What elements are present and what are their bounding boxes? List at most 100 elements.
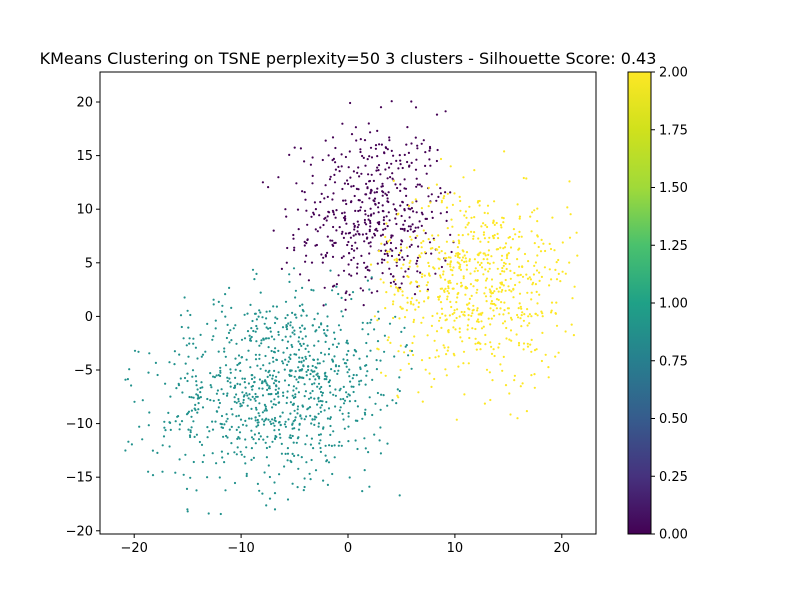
scatter-point-cluster-2 <box>467 314 470 317</box>
scatter-point-cluster-1 <box>348 368 351 371</box>
scatter-point-cluster-1 <box>258 309 261 312</box>
scatter-point-cluster-0 <box>399 159 402 162</box>
scatter-point-cluster-1 <box>235 415 238 418</box>
scatter-point-cluster-1 <box>223 347 226 350</box>
scatter-point-cluster-1 <box>244 438 247 441</box>
scatter-point-cluster-1 <box>249 337 252 340</box>
scatter-point-cluster-2 <box>396 213 399 216</box>
scatter-point-cluster-2 <box>513 379 516 382</box>
scatter-point-cluster-1 <box>361 417 364 420</box>
scatter-point-cluster-0 <box>373 191 376 194</box>
scatter-point-cluster-0 <box>383 243 386 246</box>
scatter-point-cluster-2 <box>483 211 486 214</box>
scatter-point-cluster-2 <box>471 327 474 330</box>
scatter-point-cluster-0 <box>435 113 439 116</box>
scatter-point-cluster-2 <box>536 302 539 305</box>
scatter-point-cluster-2 <box>423 251 427 254</box>
scatter-point-cluster-0 <box>376 187 379 190</box>
scatter-point-cluster-1 <box>243 394 246 397</box>
scatter-point-cluster-2 <box>499 246 502 249</box>
scatter-point-cluster-1 <box>266 435 269 438</box>
scatter-point-cluster-1 <box>307 365 310 368</box>
scatter-point-cluster-2 <box>480 225 483 228</box>
scatter-point-cluster-0 <box>350 258 353 262</box>
scatter-point-cluster-1 <box>341 412 344 415</box>
scatter-point-cluster-1 <box>240 356 243 359</box>
scatter-point-cluster-2 <box>508 262 511 266</box>
scatter-point-cluster-1 <box>391 399 394 402</box>
scatter-point-cluster-1 <box>313 344 316 347</box>
scatter-point-cluster-1 <box>309 392 312 395</box>
scatter-point-cluster-2 <box>472 308 475 311</box>
scatter-point-cluster-1 <box>265 446 268 450</box>
scatter-point-cluster-2 <box>463 314 466 317</box>
scatter-point-cluster-2 <box>466 223 469 226</box>
scatter-point-cluster-1 <box>398 376 401 379</box>
scatter-point-cluster-0 <box>396 186 399 190</box>
scatter-point-cluster-1 <box>332 393 335 396</box>
scatter-point-cluster-1 <box>318 377 321 380</box>
scatter-point-cluster-2 <box>487 253 490 256</box>
scatter-point-cluster-1 <box>345 353 348 356</box>
scatter-point-cluster-2 <box>490 345 493 348</box>
scatter-point-cluster-2 <box>497 298 500 301</box>
scatter-point-cluster-1 <box>273 419 276 422</box>
scatter-point-cluster-1 <box>261 418 264 421</box>
scatter-point-cluster-2 <box>488 267 491 270</box>
scatter-point-cluster-0 <box>285 261 288 264</box>
scatter-point-cluster-1 <box>286 347 289 350</box>
scatter-point-cluster-1 <box>377 310 380 313</box>
scatter-point-cluster-0 <box>367 214 370 217</box>
scatter-point-cluster-1 <box>275 358 278 361</box>
scatter-point-cluster-0 <box>398 154 401 157</box>
scatter-point-cluster-1 <box>223 350 226 353</box>
scatter-point-cluster-0 <box>369 225 372 228</box>
scatter-point-cluster-0 <box>358 199 361 202</box>
scatter-point-cluster-0 <box>357 166 360 169</box>
scatter-point-cluster-1 <box>256 364 259 367</box>
scatter-point-cluster-0 <box>319 200 322 204</box>
scatter-point-cluster-2 <box>380 242 383 245</box>
scatter-point-cluster-2 <box>495 298 499 301</box>
scatter-point-cluster-2 <box>525 273 528 276</box>
scatter-point-cluster-2 <box>475 348 478 351</box>
scatter-point-cluster-1 <box>368 485 371 488</box>
scatter-point-cluster-1 <box>189 429 192 432</box>
scatter-point-cluster-1 <box>226 417 229 420</box>
scatter-point-cluster-2 <box>467 307 470 310</box>
scatter-point-cluster-0 <box>352 170 355 173</box>
scatter-point-cluster-1 <box>247 382 250 385</box>
scatter-point-cluster-0 <box>394 183 397 186</box>
scatter-point-cluster-0 <box>367 122 370 125</box>
scatter-point-cluster-2 <box>446 298 449 301</box>
scatter-point-cluster-1 <box>248 393 251 396</box>
scatter-point-cluster-2 <box>533 386 536 389</box>
scatter-point-cluster-1 <box>330 368 333 371</box>
scatter-point-cluster-1 <box>164 382 167 385</box>
scatter-point-cluster-2 <box>497 346 500 349</box>
scatter-point-cluster-2 <box>512 296 515 299</box>
scatter-point-cluster-2 <box>526 291 529 294</box>
scatter-point-cluster-0 <box>303 244 306 247</box>
scatter-point-cluster-2 <box>499 272 502 276</box>
scatter-point-cluster-0 <box>390 149 393 152</box>
scatter-point-cluster-1 <box>284 300 288 303</box>
scatter-point-cluster-0 <box>377 169 380 172</box>
scatter-point-cluster-2 <box>458 315 461 318</box>
scatter-point-cluster-2 <box>514 233 517 236</box>
scatter-point-cluster-2 <box>462 362 465 365</box>
scatter-point-cluster-2 <box>417 285 421 288</box>
scatter-point-cluster-0 <box>415 185 418 188</box>
scatter-point-cluster-1 <box>287 360 290 363</box>
scatter-point-cluster-1 <box>235 453 238 456</box>
scatter-point-cluster-1 <box>286 396 289 399</box>
scatter-point-cluster-1 <box>212 399 215 402</box>
y-tick-label: 10 <box>76 203 93 218</box>
scatter-point-cluster-0 <box>361 201 364 204</box>
scatter-point-cluster-1 <box>250 407 253 410</box>
scatter-point-cluster-1 <box>335 285 338 288</box>
scatter-point-cluster-1 <box>224 489 227 492</box>
scatter-point-cluster-2 <box>444 368 447 371</box>
scatter-point-cluster-1 <box>257 432 261 435</box>
scatter-point-cluster-1 <box>274 437 277 441</box>
